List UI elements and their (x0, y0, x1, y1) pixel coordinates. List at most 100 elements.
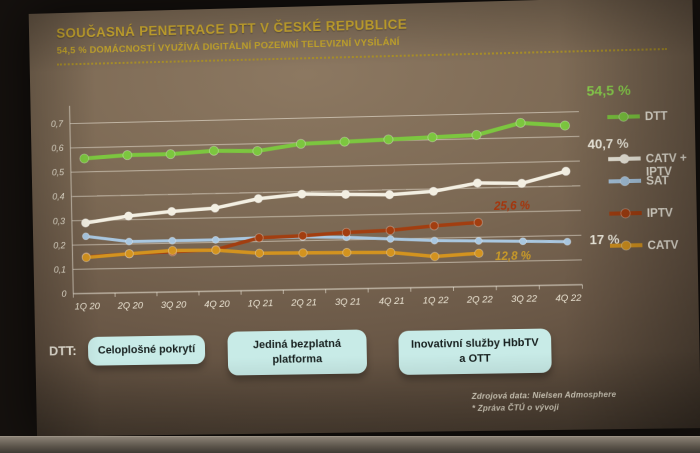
x-tick-label: 2Q 20 (117, 299, 144, 310)
legend-item-iptv: IPTV (609, 207, 673, 220)
data-point-catv-iptv (341, 190, 351, 200)
dtt-benefit-box-free-platform-label: Jediná bezplatná platforma (252, 337, 342, 366)
legend-item-sat: SAT (609, 175, 669, 188)
data-point-iptv (429, 220, 439, 231)
data-point-dtt (253, 146, 262, 155)
data-point-iptv (342, 228, 352, 238)
data-point-dtt (80, 154, 89, 163)
data-point-dtt (560, 121, 569, 130)
gridlines-and-y-axis: 0 0,1 0,2 0,3 0,4 0,5 0,6 0,7 (51, 94, 582, 299)
x-axis: 1Q 20 2Q 20 3Q 20 4Q 20 1Q 21 2Q 21 3Q 21 4Q 21… (73, 285, 582, 312)
data-point-catv-iptv (517, 179, 526, 188)
data-point-catv (255, 249, 263, 258)
dtt-benefit-box-free-platform: Jediná bezplatná platforma (227, 329, 368, 376)
legend-marker-dtt (619, 112, 629, 121)
data-point-catv (212, 246, 220, 255)
data-point-catv-iptv (211, 204, 219, 213)
data-point-catv (125, 250, 133, 258)
data-point-dtt (296, 139, 307, 150)
x-tick-label: 2Q 21 (290, 296, 317, 307)
x-tick-label: 1Q 21 (248, 297, 274, 308)
y-tick-label: 0,6 (51, 143, 63, 153)
legend-label-catv: CATV (647, 239, 679, 252)
data-point-sat (475, 237, 482, 244)
data-point-sat (82, 233, 89, 240)
legend-marker-catv (621, 241, 631, 250)
value-label-dtt: 54,5 % (586, 81, 630, 98)
x-tick-label: 4Q 21 (379, 295, 405, 307)
legend-marker-iptv (621, 209, 631, 218)
data-point-catv (429, 251, 439, 261)
data-point-iptv (385, 225, 395, 235)
series-line-sat (82, 223, 571, 254)
projected-slide: SOUČASNÁ PENETRACE DTT V ČESKÉ REPUBLICE… (28, 0, 700, 437)
x-tick-label: 3Q 20 (161, 299, 187, 310)
data-point-iptv (299, 231, 309, 242)
legend-label-dtt: DTT (645, 111, 668, 124)
dtt-benefit-box-innovative-services: Inovativní služby HbbTV a OTT (398, 328, 552, 375)
value-label-sat: 17 % (589, 231, 620, 247)
room-ledge (0, 436, 700, 453)
x-tick-label: 1Q 20 (74, 300, 100, 311)
annotation-catv: 12,8 % (495, 250, 531, 263)
x-tick-label: 2Q 22 (466, 293, 494, 305)
data-point-sat (519, 238, 526, 245)
legend-marker-sat (620, 176, 630, 185)
annotation-iptv: 25,6 % (493, 200, 530, 213)
y-tick-label: 0,7 (51, 119, 64, 129)
data-point-dtt (426, 132, 437, 143)
series-line-catv-iptv (81, 167, 572, 227)
data-point-dtt (166, 150, 175, 159)
y-tick-label: 0,2 (53, 240, 65, 250)
data-point-catv (82, 253, 90, 261)
dtt-benefit-box-coverage: Celoplošné pokrytí (87, 335, 206, 366)
y-tick-label: 0,1 (54, 265, 66, 275)
data-point-sat (386, 235, 395, 243)
data-point-catv (475, 249, 484, 258)
x-tick-label: 1Q 22 (423, 294, 450, 306)
data-point-sat (212, 236, 219, 243)
data-point-dtt (340, 136, 351, 147)
data-point-catv (386, 247, 396, 258)
data-point-sat (169, 237, 176, 244)
data-point-catv-iptv (81, 219, 89, 227)
data-point-catv-iptv (428, 186, 438, 196)
data-point-dtt (383, 134, 394, 145)
y-tick-label: 0,3 (53, 216, 65, 226)
legend-label-catv-iptv: CATV + (646, 152, 688, 165)
y-tick-label: 0 (61, 289, 66, 299)
data-point-dtt (472, 130, 481, 139)
legend-item-catv-iptv: CATV +IPTV (608, 152, 687, 179)
data-point-catv (342, 248, 352, 258)
data-point-catv-iptv (167, 207, 175, 216)
x-tick-label: 3Q 21 (335, 296, 361, 307)
series-line-catv: 12,8 % (82, 239, 531, 270)
x-tick-label: 3Q 22 (511, 292, 538, 304)
y-tick-label: 0,5 (52, 167, 64, 177)
data-point-sat (564, 238, 571, 245)
data-point-catv-iptv (298, 190, 308, 200)
data-point-catv-iptv (385, 190, 395, 200)
legend-marker-catv-iptv (620, 154, 630, 163)
y-tick-label: 0,4 (52, 192, 64, 202)
dtt-benefit-box-coverage-label: Celoplošné pokrytí (97, 343, 196, 357)
data-point-sat (126, 238, 133, 245)
legend-item-catv: CATV (610, 239, 679, 252)
data-point-catv-iptv (124, 212, 132, 220)
room-wall-strip (0, 42, 24, 378)
series-line-dtt (79, 117, 570, 163)
dtt-penetration-line-chart: 0 0,1 0,2 0,3 0,4 0,5 0,6 0,7 1Q 20 2Q 20 3Q 20 4Q … (51, 81, 687, 312)
legend-label-sat: SAT (646, 175, 669, 188)
series-value-labels: 54,5 % 40,7 % 17 % (586, 81, 630, 247)
data-point-catv-iptv (254, 194, 262, 203)
legend-item-dtt: DTT (607, 111, 668, 125)
data-point-catv (168, 246, 176, 254)
data-point-dtt (123, 150, 132, 159)
data-point-sat (430, 236, 438, 245)
x-tick-label: 4Q 22 (555, 292, 582, 304)
x-tick-label: 4Q 20 (204, 298, 230, 309)
data-point-iptv (474, 218, 483, 227)
dtt-benefit-box-innovative-services-label: Inovativní služby HbbTV a OTT (410, 336, 539, 365)
data-point-iptv (255, 234, 263, 243)
